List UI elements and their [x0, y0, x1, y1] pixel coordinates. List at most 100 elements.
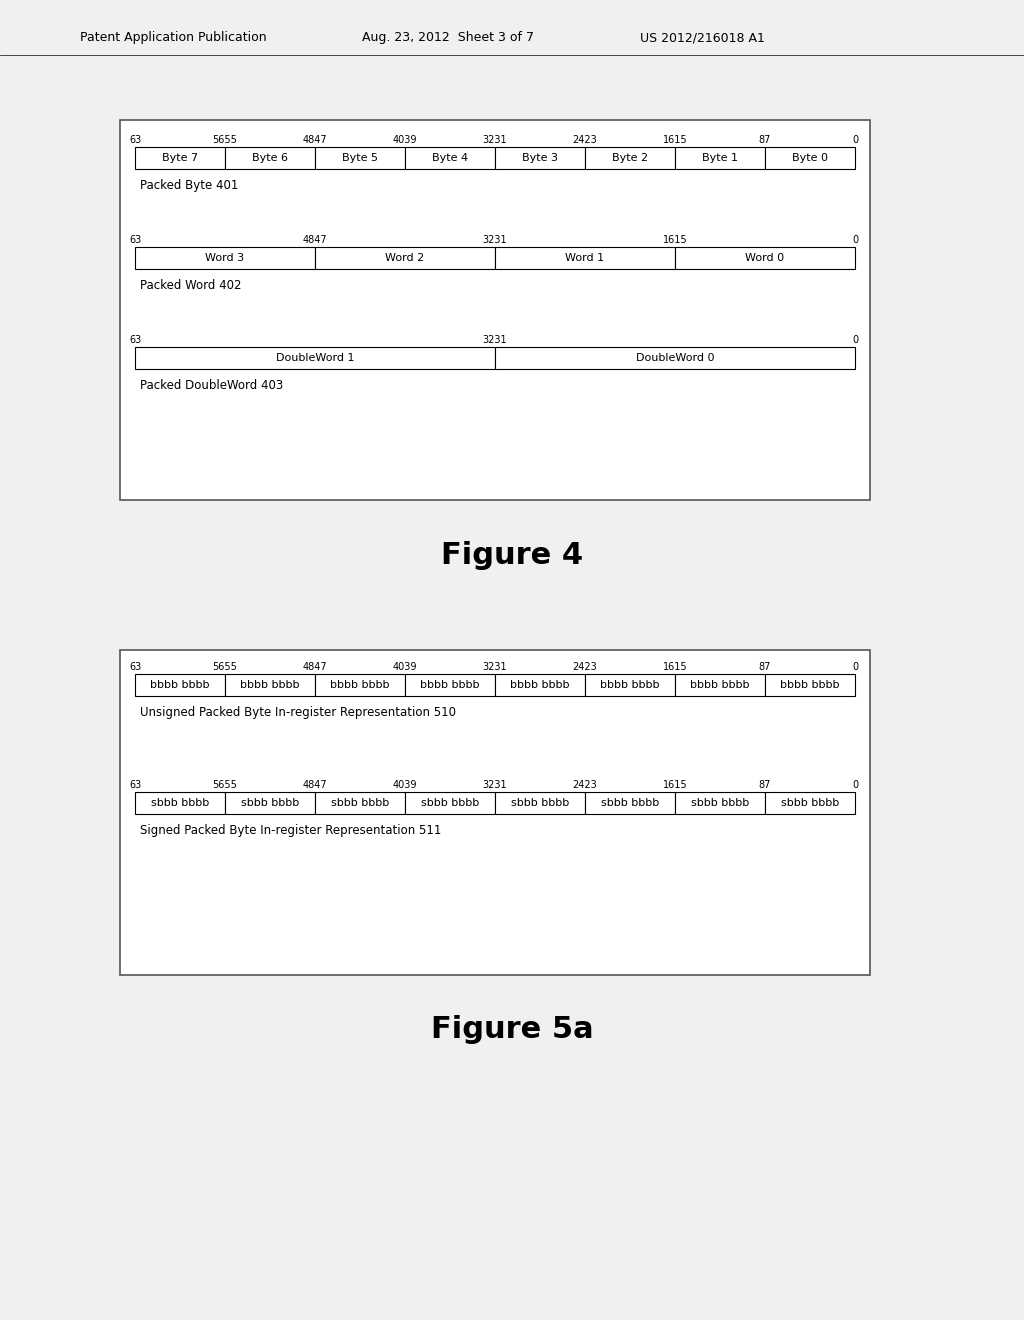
Text: 63: 63: [129, 663, 141, 672]
Text: 0: 0: [852, 335, 858, 345]
Text: 4039: 4039: [393, 663, 417, 672]
Bar: [135, 147, 225, 169]
Text: 1615: 1615: [663, 780, 687, 789]
Text: Byte 3: Byte 3: [522, 153, 558, 162]
Text: 0: 0: [852, 663, 858, 672]
Bar: [765, 792, 855, 814]
Text: bbbb bbbb: bbbb bbbb: [600, 680, 659, 690]
Text: 3231: 3231: [482, 235, 507, 246]
Text: Word 3: Word 3: [206, 253, 245, 263]
Text: bbbb bbbb: bbbb bbbb: [151, 680, 210, 690]
Text: 2423: 2423: [572, 135, 597, 145]
Text: Signed Packed Byte In-register Representation 511: Signed Packed Byte In-register Represent…: [140, 824, 441, 837]
Text: Patent Application Publication: Patent Application Publication: [80, 32, 266, 45]
Bar: [675, 792, 765, 814]
Text: Byte 0: Byte 0: [792, 153, 828, 162]
Text: 87: 87: [759, 663, 771, 672]
Text: Figure 4: Figure 4: [441, 540, 583, 569]
Text: 4039: 4039: [393, 135, 417, 145]
Bar: [135, 675, 225, 696]
Bar: [315, 675, 406, 696]
Bar: [675, 675, 765, 696]
Text: Byte 2: Byte 2: [612, 153, 648, 162]
Bar: [120, 649, 870, 975]
Text: bbbb bbbb: bbbb bbbb: [331, 680, 390, 690]
Bar: [675, 247, 855, 269]
Text: 63: 63: [129, 135, 141, 145]
Bar: [225, 147, 315, 169]
Bar: [406, 675, 495, 696]
Bar: [315, 247, 495, 269]
Text: 87: 87: [759, 135, 771, 145]
Text: 87: 87: [759, 780, 771, 789]
Text: 1615: 1615: [663, 235, 687, 246]
Bar: [765, 147, 855, 169]
Text: Byte 6: Byte 6: [252, 153, 288, 162]
Text: 0: 0: [852, 780, 858, 789]
Text: bbbb bbbb: bbbb bbbb: [690, 680, 750, 690]
Text: 1615: 1615: [663, 663, 687, 672]
Text: sbbb bbbb: sbbb bbbb: [691, 799, 750, 808]
Text: 3231: 3231: [482, 135, 507, 145]
Text: 2423: 2423: [572, 663, 597, 672]
Bar: [495, 147, 585, 169]
Text: 2423: 2423: [572, 780, 597, 789]
Text: bbbb bbbb: bbbb bbbb: [510, 680, 569, 690]
Text: bbbb bbbb: bbbb bbbb: [241, 680, 300, 690]
Text: 0: 0: [852, 235, 858, 246]
Text: Packed DoubleWord 403: Packed DoubleWord 403: [140, 379, 284, 392]
Text: Byte 4: Byte 4: [432, 153, 468, 162]
Text: Byte 1: Byte 1: [702, 153, 738, 162]
Text: 4847: 4847: [303, 235, 328, 246]
Text: Word 1: Word 1: [565, 253, 604, 263]
Text: Packed Byte 401: Packed Byte 401: [140, 180, 239, 191]
Text: 5655: 5655: [213, 780, 238, 789]
Bar: [585, 792, 675, 814]
Text: 63: 63: [129, 235, 141, 246]
Bar: [315, 147, 406, 169]
Text: sbbb bbbb: sbbb bbbb: [241, 799, 299, 808]
Text: 63: 63: [129, 780, 141, 789]
Text: sbbb bbbb: sbbb bbbb: [601, 799, 659, 808]
Text: 3231: 3231: [482, 335, 507, 345]
Bar: [585, 675, 675, 696]
Text: 4039: 4039: [393, 780, 417, 789]
Bar: [135, 347, 495, 370]
Text: sbbb bbbb: sbbb bbbb: [151, 799, 209, 808]
Text: 3231: 3231: [482, 663, 507, 672]
Bar: [585, 147, 675, 169]
Text: 1615: 1615: [663, 135, 687, 145]
Text: 0: 0: [852, 135, 858, 145]
Bar: [495, 247, 675, 269]
Text: 4847: 4847: [303, 780, 328, 789]
Text: bbbb bbbb: bbbb bbbb: [420, 680, 480, 690]
Text: sbbb bbbb: sbbb bbbb: [511, 799, 569, 808]
Text: 4847: 4847: [303, 663, 328, 672]
Bar: [495, 792, 585, 814]
Bar: [765, 675, 855, 696]
Bar: [135, 792, 225, 814]
Bar: [495, 347, 855, 370]
Text: Figure 5a: Figure 5a: [431, 1015, 593, 1044]
Text: Word 2: Word 2: [385, 253, 425, 263]
Text: Word 0: Word 0: [745, 253, 784, 263]
Text: 4847: 4847: [303, 135, 328, 145]
Bar: [225, 675, 315, 696]
Text: US 2012/216018 A1: US 2012/216018 A1: [640, 32, 765, 45]
Bar: [495, 675, 585, 696]
Bar: [225, 792, 315, 814]
Text: 5655: 5655: [213, 135, 238, 145]
Text: 3231: 3231: [482, 780, 507, 789]
Text: Aug. 23, 2012  Sheet 3 of 7: Aug. 23, 2012 Sheet 3 of 7: [362, 32, 534, 45]
Bar: [406, 792, 495, 814]
Bar: [120, 120, 870, 500]
Text: 63: 63: [129, 335, 141, 345]
Text: bbbb bbbb: bbbb bbbb: [780, 680, 840, 690]
Text: sbbb bbbb: sbbb bbbb: [781, 799, 839, 808]
Text: Byte 7: Byte 7: [162, 153, 198, 162]
Bar: [135, 247, 315, 269]
Text: sbbb bbbb: sbbb bbbb: [331, 799, 389, 808]
Bar: [406, 147, 495, 169]
Text: Byte 5: Byte 5: [342, 153, 378, 162]
Bar: [675, 147, 765, 169]
